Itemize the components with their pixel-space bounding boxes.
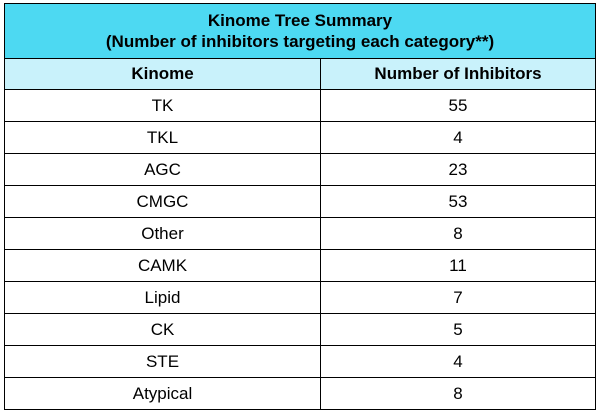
count-cell: 4 [319, 121, 597, 154]
count-cell: 8 [319, 217, 597, 250]
table-row: Lipid 7 [4, 281, 597, 314]
count-cell: 4 [319, 345, 597, 378]
count-cell: 5 [319, 313, 597, 346]
table-title-row: Kinome Tree Summary (Number of inhibitor… [3, 3, 597, 59]
table-row: CMGC 53 [4, 185, 597, 218]
table-row: TKL 4 [4, 121, 597, 154]
table-row: CAMK 11 [4, 249, 597, 282]
kinome-cell: STE [4, 345, 321, 378]
count-cell: 53 [319, 185, 597, 218]
table-row: Atypical 8 [4, 377, 597, 410]
kinome-cell: Lipid [4, 281, 321, 314]
table-title-line-1: Kinome Tree Summary [207, 11, 393, 30]
kinome-cell: TK [4, 89, 321, 122]
column-header-number-of-inhibitors: Number of Inhibitors [319, 58, 597, 90]
kinome-cell: AGC [4, 153, 321, 186]
kinome-summary-table-wrapper: Kinome Tree Summary (Number of inhibitor… [3, 3, 597, 410]
kinome-cell: TKL [4, 121, 321, 154]
count-cell: 7 [319, 281, 597, 314]
kinome-cell: CK [4, 313, 321, 346]
table-row: CK 5 [4, 313, 597, 346]
count-cell: 8 [319, 377, 597, 410]
column-header-row: Kinome Number of Inhibitors [4, 58, 597, 90]
kinome-summary-table: Kinome Tree Summary (Number of inhibitor… [3, 3, 597, 410]
table-row: Other 8 [4, 217, 597, 250]
kinome-cell: Other [4, 217, 321, 250]
table-row: AGC 23 [4, 153, 597, 186]
table-title: Kinome Tree Summary (Number of inhibitor… [3, 3, 597, 59]
table-row: TK 55 [4, 89, 597, 122]
count-cell: 11 [319, 249, 597, 282]
count-cell: 23 [319, 153, 597, 186]
kinome-cell: CMGC [4, 185, 321, 218]
kinome-cell: CAMK [4, 249, 321, 282]
column-header-kinome: Kinome [4, 58, 321, 90]
table-row: STE 4 [4, 345, 597, 378]
table-title-line-2: (Number of inhibitors targeting each cat… [105, 32, 495, 51]
kinome-cell: Atypical [4, 377, 321, 410]
count-cell: 55 [319, 89, 597, 122]
